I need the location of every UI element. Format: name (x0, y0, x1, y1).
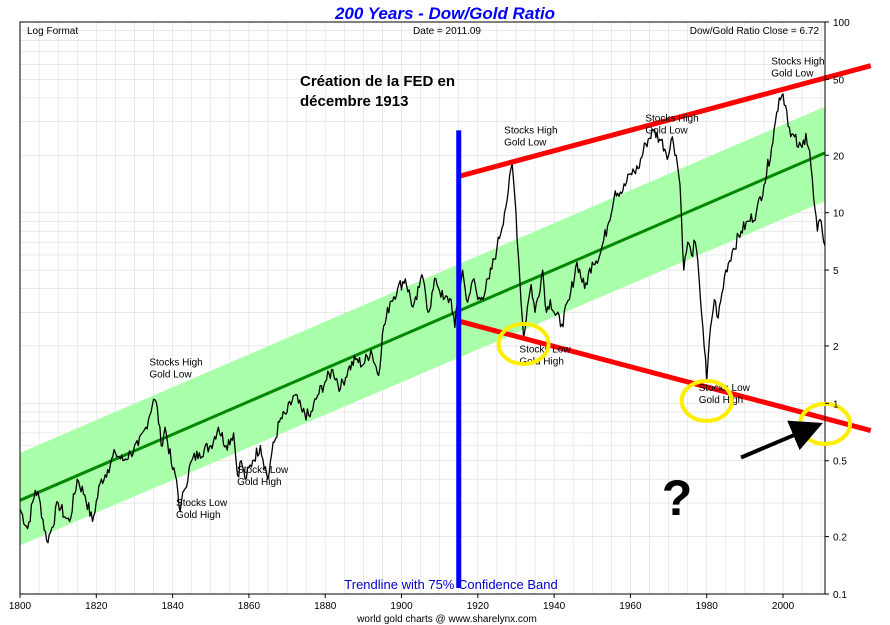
highlight-circle-1 (496, 321, 551, 366)
y-axis-ticks: 0.1 0.2 0.5 1 2 5 10 20 50 100 (825, 18, 850, 601)
highlight-circle-2 (679, 378, 734, 423)
annotation-line: Gold Low (504, 138, 547, 149)
x-tick-label: 1860 (238, 601, 261, 612)
chart-title: 200 Years - Dow/Gold Ratio (334, 4, 555, 23)
footer-credit: world gold charts @ www.sharelynx.com (356, 614, 537, 625)
channel-upper-line (458, 63, 872, 179)
grid (20, 22, 825, 594)
annotation-line: Gold High (237, 477, 281, 488)
trendline (20, 151, 825, 502)
y-tick-label: 5 (833, 266, 839, 277)
annotation-line: Gold Low (645, 126, 688, 137)
y-tick-label: 0.5 (833, 457, 847, 468)
y-tick-label: 2 (833, 342, 839, 353)
x-tick-label: 1940 (543, 601, 566, 612)
annotation-label-4: Stocks High Gold Low (504, 126, 557, 149)
y-tick-label: 20 (833, 151, 845, 162)
y-tick-label: 0.2 (833, 533, 847, 544)
series-dow-gold-ratio (20, 93, 825, 544)
annotation-line: Gold High (519, 356, 563, 367)
annotation-line: Stocks Low (176, 498, 228, 509)
x-axis-ticks: 1800 1820 1840 1860 1880 1900 1920 1940 1960 1980… (9, 594, 795, 612)
x-tick-label: 1840 (161, 601, 184, 612)
y-tick-label: 100 (833, 18, 850, 29)
annotation-label-2: Stocks Low Gold High (176, 498, 228, 521)
plot-border (19, 21, 826, 595)
annotation-label-8: Stocks High Gold Low (771, 56, 824, 79)
x-tick-label: 1800 (9, 601, 32, 612)
question-mark: ? (662, 470, 693, 526)
annotation-line: Gold High (699, 395, 743, 406)
annotation-line: Stocks High (771, 56, 824, 67)
x-tick-label: 1920 (467, 601, 490, 612)
prediction-arrow (740, 420, 823, 460)
y-tick-label: 50 (833, 75, 845, 86)
annotation-line: Stocks High (149, 357, 202, 368)
fed-annotation-line-2: décembre 1913 (300, 93, 408, 110)
header-left: Log Format (27, 26, 78, 37)
x-tick-label: 1820 (85, 601, 108, 612)
header-center: Date = 2011.09 (413, 26, 481, 37)
annotation-label-6: Stocks High Gold Low (645, 114, 698, 137)
x-tick-label: 1900 (390, 601, 413, 612)
x-tick-label: 1880 (314, 601, 337, 612)
annotation-line: Gold High (176, 510, 220, 521)
y-tick-label: 1 (833, 399, 839, 410)
x-tick-label: 1980 (696, 601, 719, 612)
annotation-line: Gold Low (771, 68, 814, 79)
header-right: Dow/Gold Ratio Close = 6.72 (690, 26, 820, 37)
x-tick-label: 1960 (619, 601, 642, 612)
band-label: Trendline with 75% Confidence Band (344, 577, 557, 592)
annotation-line: Gold Low (149, 369, 192, 380)
annotation-label-3: Stocks Low Gold High (237, 465, 289, 488)
annotation-line: Stocks High (504, 126, 557, 137)
annotation-line: Stocks High (645, 114, 698, 125)
fed-annotation-line-1: Création de la FED en (300, 73, 455, 90)
y-tick-label: 10 (833, 209, 845, 220)
annotation-label-1: Stocks High Gold Low (149, 357, 202, 380)
annotation-line: Stocks Low (237, 465, 289, 476)
x-tick-label: 2000 (772, 601, 795, 612)
y-tick-label: 0.1 (833, 590, 847, 601)
